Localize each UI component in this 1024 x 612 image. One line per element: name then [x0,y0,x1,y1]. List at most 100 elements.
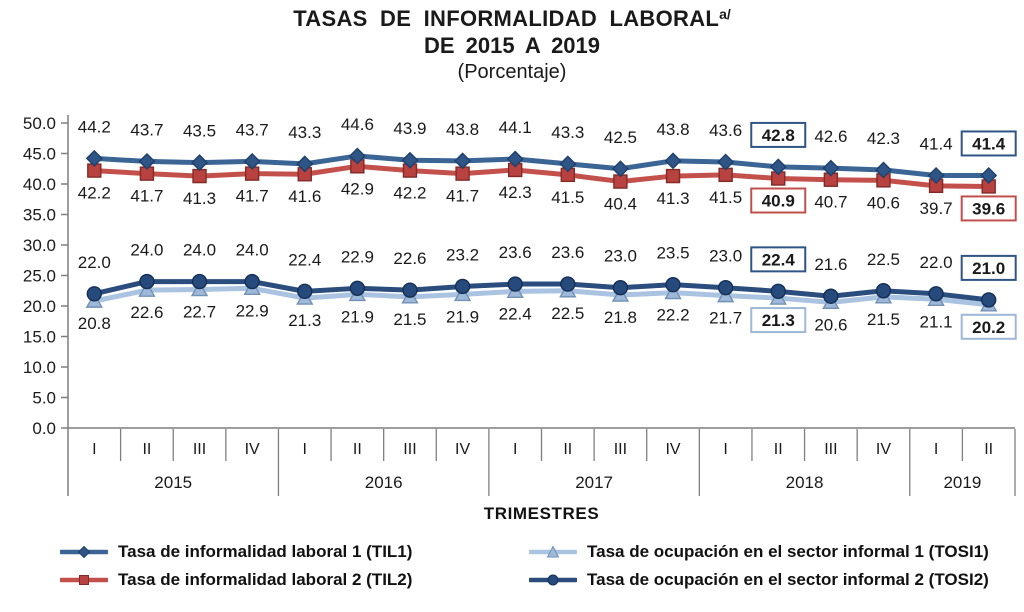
data-point-label-TOSI1: 21.1 [920,312,953,331]
quarter-label: III [403,441,416,458]
y-tick-label: 0.0 [32,419,56,438]
data-point-label-TIL1: 43.3 [551,123,584,142]
quarter-label: II [984,441,993,458]
series-line-TOSI1 [91,285,992,308]
y-tick-label: 10.0 [23,358,56,377]
y-tick-label: 35.0 [23,206,56,225]
data-point-label-TIL1: 44.1 [499,118,532,137]
data-point-label-TOSI2: 22.6 [393,249,426,268]
data-point-label-TOSI2: 21.0 [972,259,1005,278]
data-point-label-TIL1: 44.6 [341,115,374,134]
data-point-label-TIL2: 42.9 [341,179,374,198]
series-marker [664,152,682,170]
data-point-label-TIL1: 43.8 [656,120,689,139]
data-point-label-TOSI2: 22.9 [341,247,374,266]
series-line-TIL1 [91,153,992,178]
data-point-label-TOSI2: 23.2 [446,245,479,264]
series-TIL2 [87,159,996,194]
highlight-box-TIL2 [750,187,807,214]
data-point-label-TOSI1: 21.9 [341,307,374,326]
series-marker [454,278,471,295]
til2-line-square-icon [60,575,108,585]
highlight-box-TOSI1 [960,313,1017,340]
data-point-label-TOSI2: 22.5 [867,250,900,269]
quarter-label: I [934,441,938,458]
highlight-box-TOSI2 [960,254,1017,281]
data-point-label-TIL1: 43.6 [709,121,742,140]
highlight-box-TIL2 [960,195,1017,222]
data-point-label-TIL2: 41.7 [130,187,163,206]
data-point-label-TOSI1: 21.5 [867,310,900,329]
series-marker [665,276,681,293]
highlight-box-TIL1 [960,130,1017,157]
series-marker [138,281,156,297]
data-point-label-TIL1: 42.3 [867,129,900,148]
legend-label-tosi1: Tasa de ocupación en el sector informal … [587,542,989,561]
series-line-TIL2 [91,163,992,189]
data-point-label-TOSI1: 22.6 [130,303,163,322]
series-marker [560,276,576,292]
data-point-label-TIL2: 41.6 [288,187,321,206]
data-point-label-TOSI2: 23.6 [499,243,532,262]
data-point-label-TOSI1: 22.5 [551,304,584,323]
data-point-label-TOSI1: 21.3 [288,311,321,330]
series-marker [244,273,260,290]
data-labels: 44.2 43.7 43.5 43.7 43.3 44.6 43.9 43.8 44.1 43.3… [78,115,1017,340]
data-point-label-TIL2: 41.5 [709,188,742,207]
chart-title-block: TASAS DE INFORMALIDAD LABORALa/ DE 2015 … [0,6,1024,84]
data-point-label-TIL1: 43.7 [130,120,163,139]
series-marker [139,273,155,290]
quarter-label: IV [665,441,680,458]
data-point-label-TIL1: 41.4 [972,134,1006,153]
series-marker [349,280,366,297]
data-point-label-TOSI1: 21.8 [604,308,637,327]
series-marker [506,150,524,168]
data-point-label-TOSI1: 21.7 [709,309,742,328]
highlight-box-TIL1 [750,121,807,148]
data-point-label-TOSI2: 24.0 [236,241,269,260]
series-marker [717,280,734,296]
series-marker [612,280,629,296]
series-marker [296,155,314,173]
data-point-label-TOSI2: 22.4 [762,250,796,269]
series-marker [191,273,208,290]
series-marker [980,292,997,308]
series-marker [402,282,418,298]
data-point-label-TOSI2: 23.0 [709,247,742,266]
legend-label-til2: Tasa de informalidad laboral 2 (TIL2) [118,570,413,589]
y-tick-label: 40.0 [23,175,56,194]
data-point-label-TIL1: 42.6 [814,127,847,146]
series-marker [823,288,839,304]
series-marker [927,166,945,184]
quarter-label: II [353,441,362,458]
highlight-box-TOSI2 [750,246,807,273]
data-point-label-TOSI1: 20.6 [814,315,847,334]
data-point-label-TOSI2: 23.5 [656,244,689,263]
data-point-label-TIL2: 41.5 [551,188,584,207]
data-point-label-TOSI1: 20.8 [78,314,111,333]
quarter-label: I [303,441,307,458]
y-tick-label: 30.0 [23,236,56,255]
data-point-label-TOSI2: 23.0 [604,247,637,266]
series-marker [822,159,840,177]
series-marker [874,161,892,179]
quarter-label: II [774,441,783,458]
data-point-label-TOSI1: 22.9 [236,301,269,320]
chart-title-text: TASAS DE INFORMALIDAD LABORAL [293,6,720,31]
legend-label-til1: Tasa de informalidad laboral 1 (TIL1) [118,542,413,561]
series-marker [980,166,998,184]
quarter-label: I [513,441,517,458]
data-point-label-TOSI1: 20.2 [972,318,1005,337]
data-point-label-TIL2: 42.3 [499,183,532,202]
data-point-label-TOSI2: 22.4 [288,250,321,269]
data-point-label-TIL1: 44.2 [78,117,111,136]
data-point-label-TIL2: 41.3 [183,189,216,208]
series-marker [611,160,629,178]
series-marker [559,155,577,173]
chart-subtitle-units: (Porcentaje) [457,60,567,83]
series-TIL1 [85,147,998,184]
data-point-label-TIL2: 41.7 [446,187,479,206]
chart-title: TASAS DE INFORMALIDAD LABORALa/ [0,6,1024,33]
year-label: 2016 [365,473,403,492]
